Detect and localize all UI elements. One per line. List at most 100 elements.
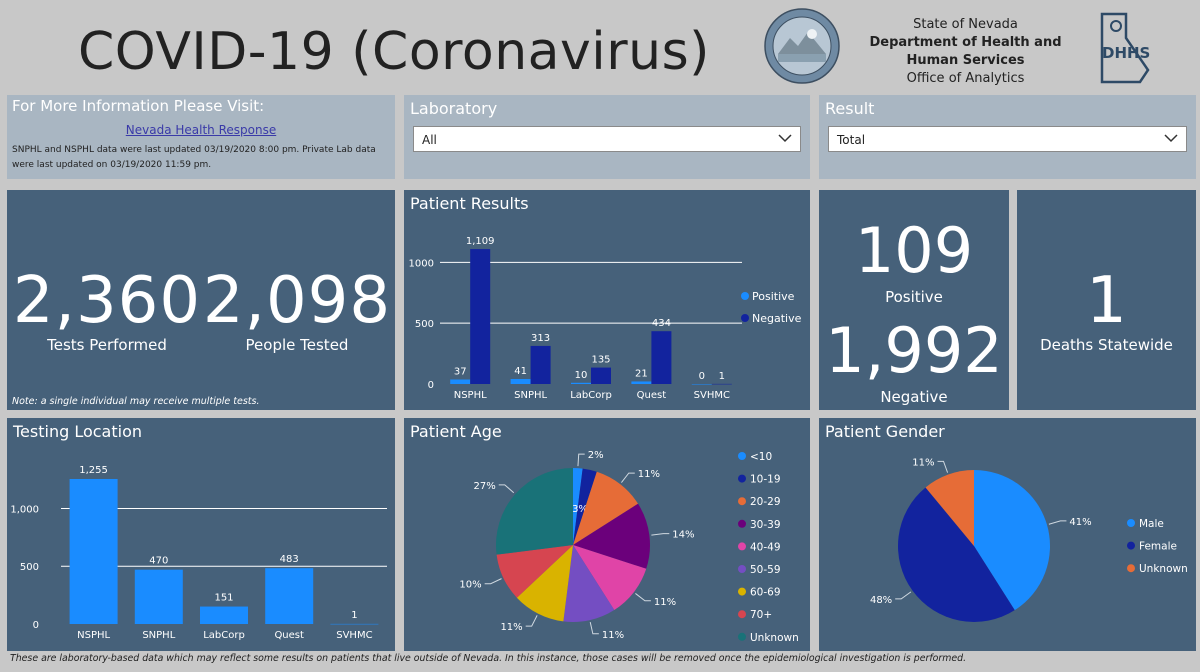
x-tick-label: NSPHL [454, 390, 487, 401]
legend-label: 60-69 [750, 587, 781, 599]
legend-marker [738, 632, 746, 641]
info-panel: For More Information Please Visit: Nevad… [7, 95, 395, 179]
legend-label: 30-39 [750, 519, 781, 531]
positive-label: Positive [885, 288, 943, 306]
patient-age-chart: 2% 3% 11% 14% 11% 11% 11% 10% 27% <10 10-19 20-29 30… [459, 450, 799, 644]
patient-gender-panel: Patient Gender 41% 48% 11% Male Female Unknow… [819, 418, 1196, 651]
bar [330, 623, 379, 625]
laboratory-label: Laboratory [410, 99, 498, 118]
legend-marker [738, 610, 746, 619]
bar [69, 478, 118, 624]
data-label: 470 [149, 556, 168, 567]
legend-label: Male [1139, 518, 1164, 530]
testing-location-chart: 0 500 1,000 1,255 NSPHL 470 SNPHL 151 LabCorp 483… [10, 465, 387, 641]
org-line-services: Human Services [906, 53, 1025, 68]
data-label: 151 [214, 593, 233, 604]
pie-slice [496, 468, 573, 555]
legend-marker [738, 542, 746, 551]
pie-slice [898, 487, 1015, 622]
legend-marker [1127, 541, 1135, 550]
legend-label: 70+ [750, 609, 772, 621]
bar [450, 379, 471, 384]
totals-panel: 2,360 Tests Performed 2,098 People Teste… [7, 190, 395, 410]
bar [651, 331, 672, 384]
data-label: 11% [912, 457, 934, 468]
legend-marker [738, 519, 746, 528]
bar [510, 379, 531, 384]
x-tick-label: SVHMC [694, 390, 730, 401]
testing-location-panel: Testing Location 0 500 1,000 1,255 NSPHL 470 S… [7, 418, 395, 651]
legend-label: 20-29 [750, 496, 781, 508]
positive-negative-panel: 109 Positive 1,992 Negative [819, 190, 1009, 410]
bar [265, 568, 314, 624]
x-tick-label: Quest [274, 630, 304, 641]
data-label: 41 [514, 366, 527, 377]
tests-performed-value: 2,360 [12, 264, 202, 338]
nevada-seal-icon [764, 8, 840, 84]
y-tick-label: 500 [20, 562, 39, 573]
patient-gender-chart: 41% 48% 11% Male Female Unknown [870, 457, 1188, 622]
footer-note: These are laboratory-based data which ma… [10, 653, 967, 664]
legend-marker [1127, 519, 1135, 527]
legend-marker [1127, 564, 1135, 573]
bar [591, 367, 611, 384]
leader-line [589, 621, 599, 635]
leader-line [895, 591, 912, 600]
pie-slice [925, 470, 974, 546]
laboratory-dropdown[interactable]: All [413, 126, 801, 152]
leader-line [1048, 520, 1067, 525]
pie-slice [573, 468, 597, 545]
chevron-down-icon [778, 134, 792, 143]
negative-label: Negative [880, 388, 948, 406]
update-line-1: SNPHL and NSPHL data were last updated 0… [12, 145, 376, 155]
tests-note: Note: a single individual may receive mu… [12, 396, 260, 407]
deaths-value: 1 [1086, 264, 1127, 338]
pie-slice [573, 503, 650, 569]
x-tick-label: LabCorp [570, 390, 612, 401]
result-filter-panel: Result Total [819, 95, 1196, 179]
legend-label: Negative [752, 312, 802, 325]
data-label: 1,255 [79, 465, 108, 476]
y-tick-label: 500 [415, 319, 434, 330]
nevada-health-response-link[interactable]: Nevada Health Response [125, 123, 277, 137]
x-tick-label: LabCorp [203, 630, 245, 641]
legend-label: Positive [752, 290, 795, 303]
pie-slice [573, 468, 583, 545]
data-label: 0 [699, 371, 705, 382]
result-label: Result [825, 99, 875, 118]
legend-label: 40-49 [750, 541, 781, 553]
update-line-2: were last updated on 03/19/2020 11:59 pm… [12, 160, 212, 170]
bar [134, 569, 183, 624]
leader-line [621, 472, 635, 483]
leader-line [484, 578, 502, 585]
bar [200, 606, 248, 624]
data-label: 135 [591, 355, 610, 366]
patient-gender-title: Patient Gender [825, 422, 945, 441]
patient-results-chart: 05001000371,109NSPHL41313SNPHL10135LabCo… [409, 236, 802, 401]
leader-line [498, 484, 515, 494]
data-label: 11% [602, 630, 624, 641]
data-label: 14% [672, 530, 694, 541]
org-line-department: Department of Health and [869, 35, 1062, 50]
result-selected-value: Total [837, 133, 866, 147]
deaths-panel: 1 Deaths Statewide [1017, 190, 1196, 410]
patient-age-panel: Patient Age 2% 3% 11% 14% 11% 11% 11% 10% 27% <10… [404, 418, 810, 651]
org-line-state: State of Nevada [913, 17, 1018, 32]
patient-age-title: Patient Age [410, 422, 502, 441]
leader-line [525, 615, 538, 627]
legend-marker [738, 497, 746, 506]
positive-value: 109 [854, 214, 974, 287]
data-label: 1 [351, 610, 357, 621]
laboratory-filter-panel: Laboratory All [404, 95, 810, 179]
y-tick-label: 1,000 [10, 504, 39, 515]
data-label: 1,109 [466, 236, 495, 247]
pie-slice [516, 545, 573, 622]
legend-label: Unknown [750, 632, 799, 644]
data-label: 11% [638, 469, 660, 480]
deaths-label: Deaths Statewide [1040, 336, 1173, 354]
people-tested-value: 2,098 [202, 264, 392, 338]
people-tested-label: People Tested [245, 336, 349, 354]
data-label: 10% [459, 580, 481, 591]
result-dropdown[interactable]: Total [828, 126, 1187, 152]
x-tick-label: NSPHL [77, 630, 110, 641]
